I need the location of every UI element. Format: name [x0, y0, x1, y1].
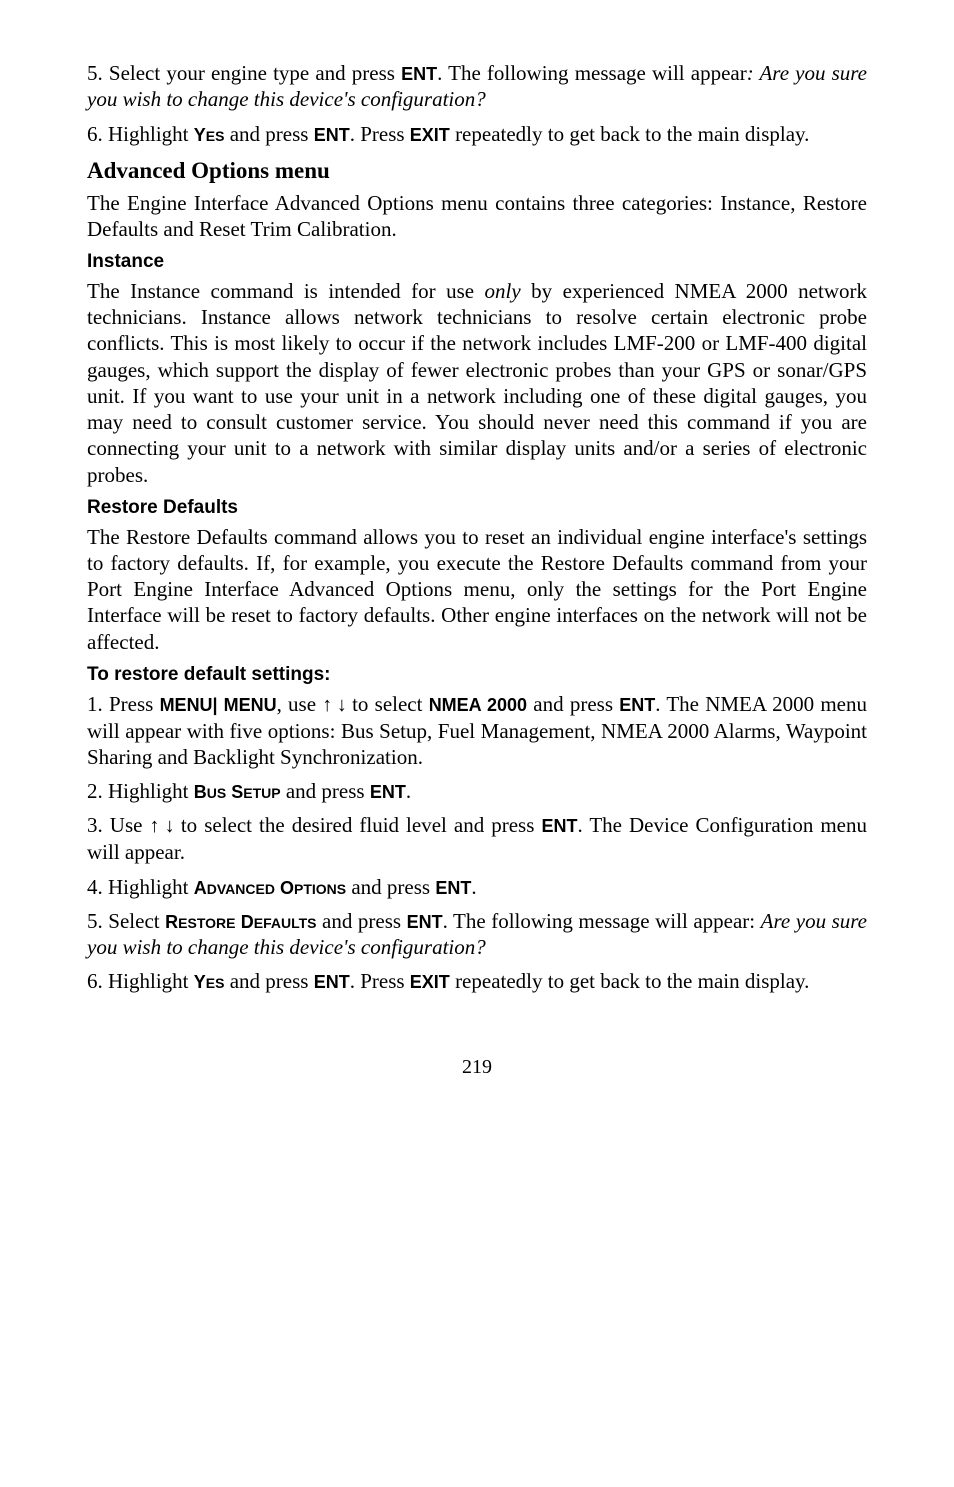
- advanced-options-label: ADVANCED OPTIONS: [194, 878, 346, 898]
- key-ent: ENT: [314, 972, 350, 992]
- key-ent: ENT: [435, 878, 471, 898]
- text: 1. Press: [87, 692, 160, 716]
- text: and press: [281, 779, 370, 803]
- restore-defaults-body: The Restore Defaults command allows you …: [87, 524, 867, 655]
- heading-advanced-options: Advanced Options menu: [87, 157, 867, 186]
- text: and press: [224, 969, 313, 993]
- text: , use: [277, 692, 323, 716]
- arrow-icons: ↑ ↓: [322, 694, 346, 716]
- heading-restore-defaults: Restore Defaults: [87, 496, 867, 520]
- text: by experienced NMEA 2000 network technic…: [87, 279, 867, 487]
- text: repeatedly to get back to the main displ…: [450, 969, 810, 993]
- bus-setup-label: BUS SETUP: [194, 782, 281, 802]
- italic-only: only: [485, 279, 521, 303]
- heading-to-restore: To restore default settings:: [87, 663, 867, 687]
- step-4: 4. Highlight ADVANCED OPTIONS and press …: [87, 874, 867, 900]
- text: and press: [527, 692, 619, 716]
- text: .: [471, 875, 476, 899]
- text: The Instance command is intended for use: [87, 279, 485, 303]
- yes-label: YES: [194, 972, 225, 992]
- text: 2. Highlight: [87, 779, 194, 803]
- key-ent: ENT: [619, 695, 655, 715]
- step-5b: 5. Select RESTORE DEFAULTS and press ENT…: [87, 908, 867, 961]
- text: . Press: [350, 122, 410, 146]
- advanced-options-body: The Engine Interface Advanced Options me…: [87, 190, 867, 243]
- step-3: 3. Use ↑ ↓ to select the desired fluid l…: [87, 812, 867, 865]
- text: 5. Select your engine type and press: [87, 61, 401, 85]
- page-number: 219: [87, 1055, 867, 1080]
- key-menu: MENU| MENU: [160, 695, 277, 715]
- instance-body: The Instance command is intended for use…: [87, 278, 867, 488]
- arrow-icons: ↑ ↓: [149, 815, 173, 837]
- key-ent: ENT: [401, 64, 437, 84]
- key-ent: ENT: [314, 125, 350, 145]
- key-exit: EXIT: [410, 125, 450, 145]
- step-6a: 6. Highlight YES and press ENT. Press EX…: [87, 121, 867, 147]
- step-5a: 5. Select your engine type and press ENT…: [87, 60, 867, 113]
- text: to select: [346, 692, 429, 716]
- key-ent: ENT: [370, 782, 406, 802]
- text: 3. Use: [87, 813, 149, 837]
- text: to select the desired fluid level and pr…: [174, 813, 542, 837]
- text: 4. Highlight: [87, 875, 194, 899]
- text: . The following message will appear: [437, 61, 747, 85]
- key-ent: ENT: [541, 816, 577, 836]
- step-2: 2. Highlight BUS SETUP and press ENT.: [87, 778, 867, 804]
- text: . The following message will appear:: [443, 909, 761, 933]
- step-6b: 6. Highlight YES and press ENT. Press EX…: [87, 968, 867, 994]
- key-nmea: NMEA 2000: [429, 695, 527, 715]
- text: . Press: [350, 969, 410, 993]
- text: 6. Highlight: [87, 122, 194, 146]
- yes-label: YES: [194, 125, 225, 145]
- restore-defaults-label: RESTORE DEFAULTS: [165, 912, 316, 932]
- step-1: 1. Press MENU| MENU, use ↑ ↓ to select N…: [87, 691, 867, 771]
- heading-instance: Instance: [87, 250, 867, 274]
- text: repeatedly to get back to the main displ…: [450, 122, 810, 146]
- key-ent: ENT: [407, 912, 443, 932]
- key-exit: EXIT: [410, 972, 450, 992]
- text: and press: [346, 875, 435, 899]
- text: and press: [224, 122, 313, 146]
- text: 6. Highlight: [87, 969, 194, 993]
- text: 5. Select: [87, 909, 165, 933]
- text: and press: [317, 909, 407, 933]
- text: .: [406, 779, 411, 803]
